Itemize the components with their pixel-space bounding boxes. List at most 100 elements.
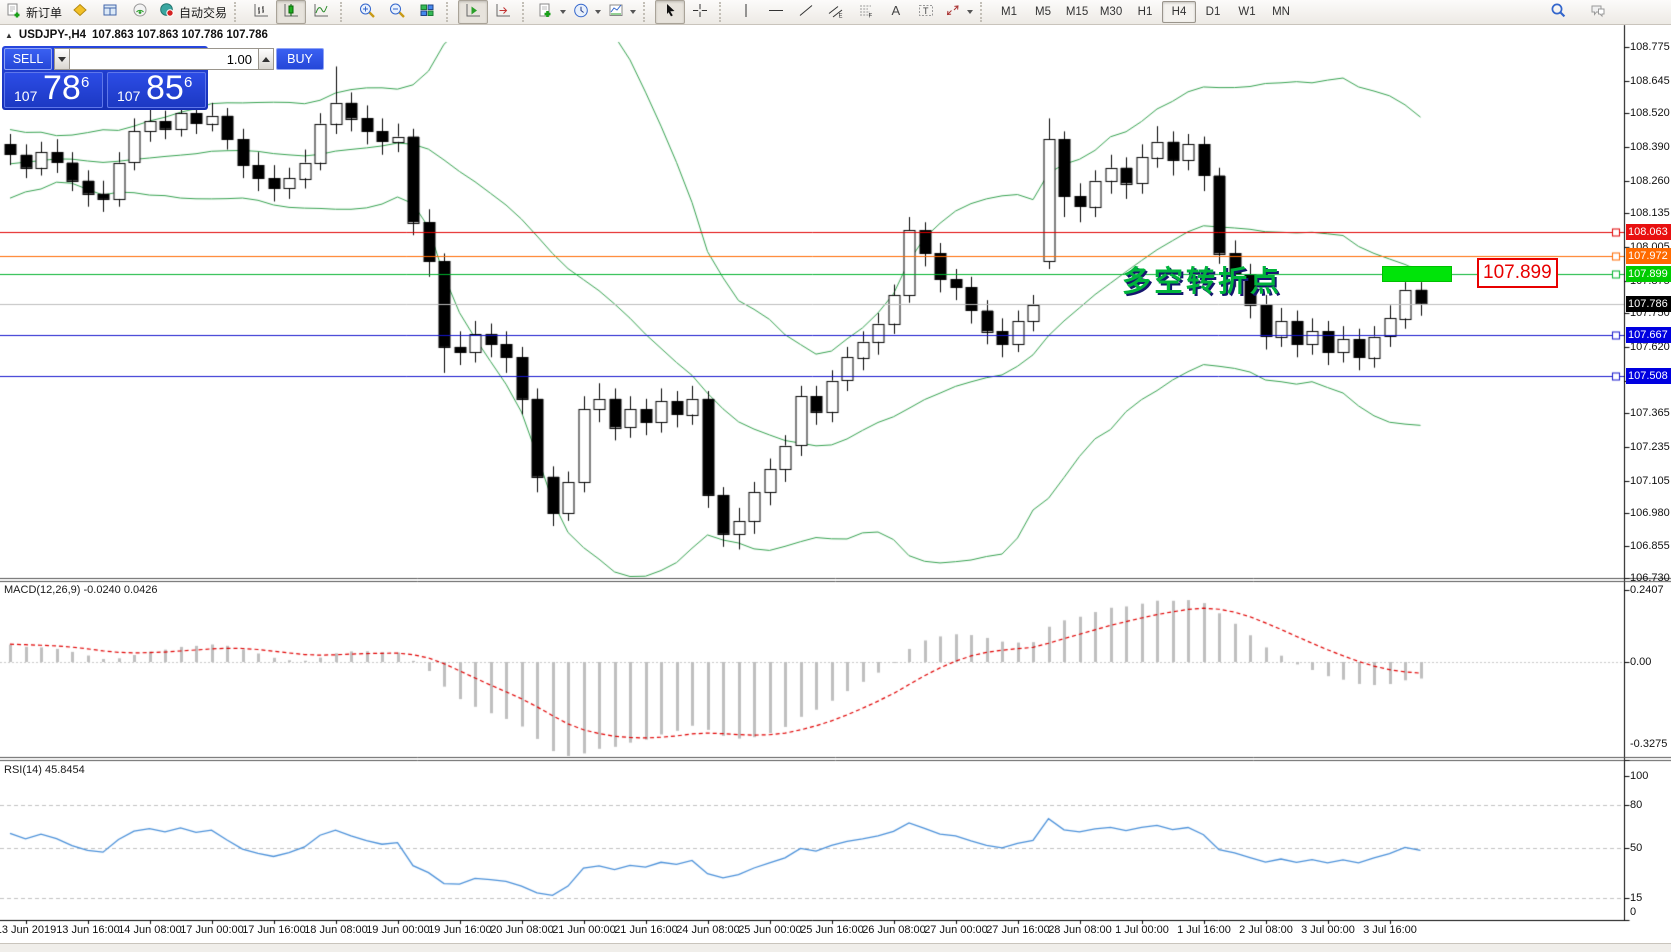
horizontal-line-button[interactable] bbox=[761, 0, 791, 24]
timeframe-button-mn[interactable]: MN bbox=[1272, 6, 1290, 18]
zoom-out-button[interactable] bbox=[382, 0, 412, 24]
volume-decrease-button[interactable] bbox=[54, 48, 70, 70]
time-axis-label: 18 Jun 08:00 bbox=[304, 924, 368, 936]
sell-price-display[interactable]: 107 78 6 bbox=[4, 69, 103, 108]
rsi-scale-label: 80 bbox=[1630, 798, 1643, 811]
ohlc-values: 107.863 107.863 107.786 107.786 bbox=[92, 29, 268, 41]
price-tick-label: 106.855 bbox=[1630, 539, 1670, 552]
time-axis-label: 14 Jun 08:00 bbox=[118, 924, 182, 936]
rsi-scale-label: 15 bbox=[1630, 892, 1643, 905]
indicators-button[interactable] bbox=[534, 0, 569, 24]
equidistant-channel-button[interactable]: E bbox=[821, 0, 851, 24]
cursor-button[interactable] bbox=[655, 0, 686, 24]
price-tick-label: 108.645 bbox=[1630, 74, 1670, 87]
chart-ohlc-header: ▲ USDJPY-,H4 107.863 107.863 107.786 107… bbox=[5, 29, 268, 41]
crosshair-button[interactable] bbox=[685, 0, 715, 24]
price-tick-label: 107.365 bbox=[1630, 407, 1670, 420]
tile-windows-button[interactable] bbox=[412, 0, 442, 24]
price-badge: 108.063 bbox=[1626, 223, 1671, 240]
timeframe-button-w1[interactable]: W1 bbox=[1238, 6, 1256, 18]
trendline-button[interactable] bbox=[791, 0, 821, 24]
zoom-in-button[interactable] bbox=[352, 0, 382, 24]
price-tick-label: 107.235 bbox=[1630, 440, 1670, 453]
buy-price-display[interactable]: 107 85 6 bbox=[107, 69, 206, 108]
crosshair-icon bbox=[691, 2, 709, 22]
chart-shift-button[interactable] bbox=[488, 0, 518, 24]
text-label-button[interactable]: T bbox=[911, 0, 941, 24]
price-tick-label: 107.105 bbox=[1630, 474, 1670, 487]
highlight-rectangle[interactable] bbox=[1382, 266, 1452, 282]
sell-button[interactable]: SELL bbox=[4, 48, 52, 70]
timeframe-button-m1[interactable]: M1 bbox=[1001, 6, 1018, 18]
timeframe-button-h4[interactable]: H4 bbox=[1162, 1, 1197, 23]
volume-stepper bbox=[54, 48, 274, 70]
macd-name: MACD(12,26,9) bbox=[4, 584, 81, 596]
time-axis-label: 28 Jun 08:00 bbox=[1048, 924, 1112, 936]
rsi-scale-label: 100 bbox=[1630, 770, 1649, 782]
timeframe-button-m30[interactable]: M30 bbox=[1099, 6, 1123, 18]
macd-scale-label: 0.2407 bbox=[1630, 584, 1664, 597]
price-tick-label: 108.135 bbox=[1630, 207, 1670, 220]
svg-text:A: A bbox=[892, 3, 901, 18]
bar-chart-button[interactable] bbox=[246, 0, 276, 24]
window-bottom-strip bbox=[0, 943, 1671, 952]
sell-price-pips: 78 bbox=[43, 69, 81, 107]
line-chart-icon bbox=[312, 2, 330, 22]
data-window-button[interactable] bbox=[95, 0, 125, 24]
rsi-value: 45.8454 bbox=[44, 764, 85, 776]
macd-values: -0.0240 0.0426 bbox=[83, 584, 158, 596]
arrows-button[interactable] bbox=[941, 0, 976, 24]
new-order-button[interactable]: 新订单 bbox=[2, 0, 65, 24]
price-badge: 107.667 bbox=[1626, 326, 1671, 343]
tile-windows-icon bbox=[418, 2, 436, 22]
volume-input[interactable] bbox=[70, 48, 258, 70]
market-watch-button[interactable] bbox=[65, 0, 95, 24]
periods-button[interactable] bbox=[569, 0, 604, 24]
toolbar-separator bbox=[719, 2, 728, 22]
timeframe-button-m5[interactable]: M5 bbox=[1035, 6, 1052, 18]
volume-increase-button[interactable] bbox=[258, 48, 274, 70]
price-tick-label: 107.620 bbox=[1630, 340, 1670, 353]
toolbar-button-label: 自动交易 bbox=[179, 5, 228, 20]
community-button[interactable] bbox=[1583, 0, 1613, 24]
cursor-icon bbox=[661, 2, 679, 22]
panel-collapse-icon[interactable]: ▲ bbox=[5, 30, 13, 40]
vertical-line-button[interactable] bbox=[731, 0, 761, 24]
time-axis-label: 2 Jul 08:00 bbox=[1239, 924, 1293, 936]
turning-point-annotation[interactable]: 多空转折点 bbox=[1122, 266, 1283, 298]
autotrading-button[interactable]: 自动交易 bbox=[155, 0, 230, 24]
equidistant-channel-icon: E bbox=[827, 2, 845, 22]
search-button[interactable] bbox=[1543, 0, 1573, 24]
toolbar-separator bbox=[522, 2, 531, 22]
time-axis-label: 24 Jun 08:00 bbox=[676, 924, 740, 936]
signals-button[interactable] bbox=[125, 0, 155, 24]
price-badge: 107.786 bbox=[1626, 295, 1671, 312]
time-axis-label: 19 Jun 16:00 bbox=[428, 924, 492, 936]
auto-scroll-button[interactable] bbox=[458, 0, 489, 24]
candlestick-chart-button[interactable] bbox=[276, 0, 307, 24]
price-tick-label: 108.775 bbox=[1630, 41, 1670, 53]
zoom-in-icon bbox=[358, 2, 376, 22]
chevron-down-icon bbox=[630, 10, 637, 14]
time-axis-label: 21 Jun 00:00 bbox=[552, 924, 616, 936]
timeframe-button-d1[interactable]: D1 bbox=[1205, 6, 1221, 18]
time-axis-label: 3 Jul 16:00 bbox=[1363, 924, 1417, 936]
fibonacci-button[interactable]: F bbox=[851, 0, 881, 24]
data-window-icon bbox=[101, 2, 119, 22]
toolbar-separator bbox=[446, 2, 455, 22]
line-chart-button[interactable] bbox=[306, 0, 336, 24]
price-callout-label[interactable]: 107.899 bbox=[1477, 258, 1558, 288]
timeframe-button-m15[interactable]: M15 bbox=[1065, 6, 1089, 18]
timeframe-button-h1[interactable]: H1 bbox=[1137, 6, 1153, 18]
time-axis-label: 3 Jul 00:00 bbox=[1301, 924, 1355, 936]
time-axis-label: 1 Jul 16:00 bbox=[1177, 924, 1231, 936]
time-axis-label: 17 Jun 00:00 bbox=[180, 924, 244, 936]
main-toolbar: 新订单 自动交易 E F A T M1 M5 M15 M30 H1 H4 D1 W1 MN bbox=[0, 0, 1671, 25]
templates-button[interactable] bbox=[604, 0, 639, 24]
buy-button[interactable]: BUY bbox=[276, 48, 324, 70]
text-button[interactable]: A bbox=[881, 0, 911, 24]
periods-icon bbox=[572, 2, 590, 22]
trendline-icon bbox=[797, 2, 815, 22]
